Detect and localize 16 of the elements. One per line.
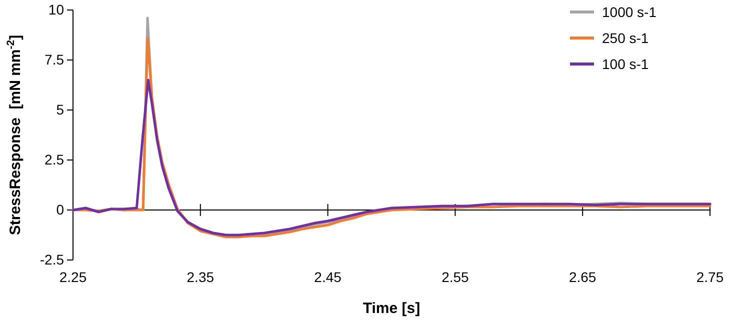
y-tick-label: 2.5	[44, 151, 64, 168]
legend-label: 100 s-1	[602, 56, 649, 72]
y-tick-label: -2.5	[40, 251, 64, 268]
x-tick-label: 2.45	[314, 268, 342, 285]
y-tick-label: 5	[56, 101, 64, 118]
x-tick-label: 2.55	[442, 268, 470, 285]
x-tick-label: 2.75	[696, 268, 724, 285]
y-tick-label: 7.5	[44, 51, 64, 68]
y-tick-label: 0	[56, 201, 64, 218]
x-axis-title: Time [s]	[362, 300, 420, 317]
y-tick-label: 10	[48, 1, 64, 18]
x-tick-label: 2.35	[186, 268, 214, 285]
legend-label: 250 s-1	[602, 30, 649, 46]
legend-label: 1000 s-1	[602, 4, 657, 20]
x-tick-label: 2.65	[568, 268, 596, 285]
x-tick-label: 2.25	[59, 268, 87, 285]
